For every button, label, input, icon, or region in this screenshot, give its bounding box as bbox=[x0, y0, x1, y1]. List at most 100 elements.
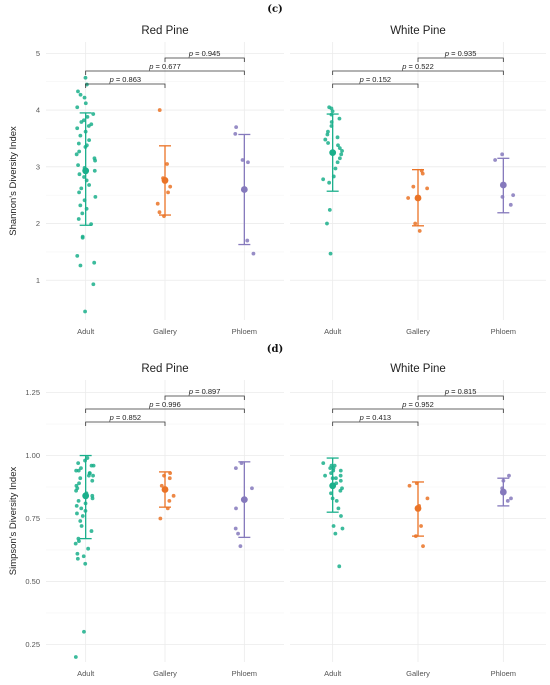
data-point-adult bbox=[326, 141, 330, 145]
p-value-label: p = 0.815 bbox=[444, 387, 477, 396]
data-point-adult bbox=[338, 488, 343, 493]
data-point-phloem bbox=[246, 160, 250, 165]
data-point-adult bbox=[87, 138, 92, 143]
p-value-label: p = 0.996 bbox=[148, 400, 181, 409]
mean-point-phloem bbox=[499, 488, 507, 496]
data-point-adult bbox=[83, 561, 88, 566]
y-axis-label: Simpson's Diversity Index bbox=[8, 467, 19, 576]
data-point-adult bbox=[73, 541, 78, 546]
p-value-label: p = 0.152 bbox=[359, 75, 392, 84]
data-point-gallery bbox=[411, 184, 416, 189]
data-point-adult bbox=[74, 468, 79, 473]
data-point-adult bbox=[328, 466, 333, 471]
significance-bracket bbox=[417, 395, 504, 400]
data-point-phloem bbox=[233, 526, 238, 531]
data-point-adult bbox=[77, 190, 81, 195]
x-tick-label: Gallery bbox=[406, 669, 430, 678]
x-tick-label: Adult bbox=[77, 327, 95, 336]
data-point-gallery bbox=[420, 171, 425, 176]
data-point-phloem bbox=[238, 544, 243, 549]
data-point-adult bbox=[339, 514, 343, 518]
data-point-phloem bbox=[236, 531, 240, 536]
data-point-gallery bbox=[406, 196, 411, 200]
data-point-adult bbox=[80, 514, 85, 518]
data-point-adult bbox=[76, 89, 80, 94]
data-point-adult bbox=[82, 175, 86, 179]
data-point-adult bbox=[338, 473, 343, 478]
facet-title: Red Pine bbox=[141, 363, 188, 375]
data-point-gallery bbox=[417, 229, 422, 233]
data-point-adult bbox=[78, 203, 83, 208]
data-point-adult bbox=[80, 211, 85, 216]
data-point-adult bbox=[328, 251, 333, 256]
data-point-phloem bbox=[233, 466, 238, 471]
data-point-adult bbox=[76, 217, 81, 221]
data-point-adult bbox=[92, 260, 97, 265]
data-point-adult bbox=[75, 253, 80, 258]
data-point-adult bbox=[93, 158, 97, 163]
data-point-adult bbox=[340, 149, 344, 153]
mean-point-phloem bbox=[240, 496, 248, 503]
data-point-adult bbox=[337, 156, 342, 161]
mean-point-adult bbox=[329, 482, 337, 490]
data-point-adult bbox=[83, 101, 88, 106]
data-point-gallery bbox=[168, 184, 173, 189]
data-point-phloem bbox=[233, 132, 238, 136]
data-point-gallery bbox=[158, 516, 163, 521]
x-tick-label: Gallery bbox=[153, 327, 177, 336]
mean-point-gallery bbox=[414, 194, 422, 202]
facet-white-pine: White Pine Adult Gallery Phloem p = 0.152 p =… bbox=[290, 25, 546, 336]
significance-bracket bbox=[85, 421, 166, 426]
data-point-phloem bbox=[245, 238, 250, 243]
data-point-phloem bbox=[234, 506, 238, 511]
significance-bracket bbox=[417, 57, 504, 62]
data-point-adult bbox=[79, 120, 84, 124]
data-point-adult bbox=[86, 124, 91, 128]
data-point-adult bbox=[87, 183, 92, 187]
p-value-label: p = 0.863 bbox=[109, 75, 142, 84]
panel-label: (d) bbox=[267, 344, 283, 355]
data-point-adult bbox=[76, 498, 81, 503]
data-point-phloem bbox=[509, 496, 513, 501]
panel-label: (c) bbox=[267, 4, 283, 15]
mean-point-gallery bbox=[161, 177, 169, 184]
significance-bracket bbox=[332, 83, 419, 88]
data-point-adult bbox=[75, 511, 79, 516]
data-point-gallery bbox=[157, 108, 162, 112]
data-point-gallery bbox=[157, 210, 162, 215]
data-point-adult bbox=[75, 556, 80, 561]
data-point-adult bbox=[325, 132, 330, 137]
data-point-adult bbox=[327, 180, 332, 185]
data-point-adult bbox=[335, 160, 340, 165]
y-tick-label: 2 bbox=[36, 219, 40, 228]
x-tick-label: Adult bbox=[77, 669, 95, 678]
data-point-phloem bbox=[500, 152, 505, 157]
p-value-label: p = 0.952 bbox=[401, 400, 434, 409]
significance-bracket bbox=[332, 408, 504, 413]
p-value-label: p = 0.852 bbox=[109, 413, 142, 422]
data-point-adult bbox=[91, 282, 96, 287]
data-point-gallery bbox=[166, 190, 170, 195]
data-point-adult bbox=[79, 466, 83, 471]
data-point-adult bbox=[326, 129, 330, 134]
data-point-adult bbox=[333, 531, 338, 536]
data-point-adult bbox=[77, 172, 82, 177]
data-point-adult bbox=[93, 194, 98, 199]
data-point-adult bbox=[74, 488, 78, 493]
x-tick-label: Adult bbox=[324, 327, 342, 336]
mean-point-adult bbox=[329, 149, 337, 157]
data-point-adult bbox=[76, 468, 81, 473]
data-point-adult bbox=[323, 473, 327, 478]
data-point-adult bbox=[337, 146, 342, 150]
data-point-adult bbox=[337, 564, 342, 569]
data-point-adult bbox=[91, 473, 95, 478]
significance-bracket bbox=[85, 408, 245, 413]
data-point-adult bbox=[85, 456, 90, 460]
data-point-gallery bbox=[155, 201, 160, 206]
data-point-adult bbox=[330, 109, 335, 114]
facet-title: Red Pine bbox=[141, 25, 188, 37]
data-point-adult bbox=[75, 551, 80, 556]
y-tick-label: 1 bbox=[36, 276, 40, 285]
data-point-gallery bbox=[167, 498, 172, 503]
